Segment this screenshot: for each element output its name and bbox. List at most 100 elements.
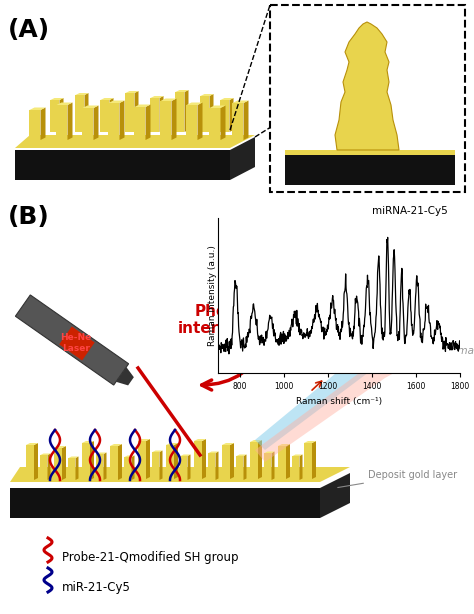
Polygon shape: [233, 103, 244, 140]
Text: Probe-21-Qmodified SH group: Probe-21-Qmodified SH group: [62, 551, 238, 564]
Polygon shape: [40, 455, 47, 480]
Polygon shape: [10, 488, 320, 518]
Polygon shape: [75, 95, 84, 132]
Polygon shape: [312, 441, 316, 479]
Polygon shape: [159, 96, 164, 132]
Polygon shape: [110, 446, 118, 480]
Polygon shape: [264, 451, 274, 453]
Polygon shape: [82, 441, 94, 443]
Polygon shape: [198, 103, 202, 140]
Text: Scattered Raman
Signal: Scattered Raman Signal: [390, 346, 474, 370]
Polygon shape: [84, 93, 89, 132]
Polygon shape: [82, 106, 99, 108]
Polygon shape: [202, 439, 206, 479]
Polygon shape: [59, 327, 95, 360]
Polygon shape: [15, 150, 230, 180]
Polygon shape: [230, 443, 234, 479]
Polygon shape: [135, 104, 151, 107]
Polygon shape: [244, 101, 248, 140]
Polygon shape: [67, 103, 73, 140]
Polygon shape: [172, 98, 176, 140]
Polygon shape: [286, 444, 290, 479]
Polygon shape: [181, 454, 191, 456]
Polygon shape: [40, 107, 46, 140]
X-axis label: Raman shift (cm⁻¹): Raman shift (cm⁻¹): [296, 397, 382, 406]
Polygon shape: [159, 451, 163, 480]
Polygon shape: [69, 456, 79, 458]
Polygon shape: [222, 443, 234, 445]
Polygon shape: [320, 473, 350, 518]
Polygon shape: [93, 106, 99, 140]
Polygon shape: [118, 444, 122, 480]
Text: Deposit gold layer: Deposit gold layer: [338, 470, 457, 488]
Polygon shape: [82, 443, 90, 480]
Polygon shape: [51, 98, 64, 100]
Polygon shape: [100, 98, 113, 100]
Polygon shape: [278, 446, 286, 479]
Text: (A): (A): [8, 18, 50, 42]
Polygon shape: [29, 107, 46, 110]
Polygon shape: [222, 445, 230, 479]
Polygon shape: [229, 98, 234, 132]
Polygon shape: [126, 91, 138, 93]
Polygon shape: [304, 443, 312, 479]
Text: (B): (B): [8, 205, 50, 229]
Polygon shape: [216, 451, 219, 480]
Polygon shape: [138, 441, 146, 479]
Polygon shape: [264, 453, 272, 480]
Polygon shape: [210, 94, 213, 132]
Polygon shape: [138, 439, 150, 441]
Polygon shape: [60, 98, 64, 132]
Polygon shape: [151, 98, 159, 132]
Polygon shape: [69, 458, 75, 480]
Polygon shape: [255, 305, 445, 450]
Polygon shape: [181, 456, 188, 480]
Polygon shape: [100, 100, 109, 132]
Polygon shape: [40, 454, 51, 455]
Polygon shape: [188, 454, 191, 480]
Polygon shape: [255, 330, 445, 462]
Polygon shape: [300, 454, 302, 480]
Polygon shape: [62, 446, 66, 480]
Polygon shape: [174, 443, 178, 479]
Polygon shape: [151, 96, 164, 98]
Polygon shape: [184, 90, 189, 132]
Polygon shape: [166, 443, 178, 445]
Polygon shape: [278, 444, 290, 446]
Polygon shape: [201, 94, 213, 96]
Polygon shape: [175, 90, 189, 92]
Polygon shape: [186, 105, 198, 140]
Polygon shape: [119, 101, 125, 140]
FancyArrowPatch shape: [201, 338, 269, 390]
Polygon shape: [237, 456, 244, 480]
Polygon shape: [210, 108, 220, 140]
Polygon shape: [29, 110, 40, 140]
Text: miR-21-Cy5: miR-21-Cy5: [62, 580, 131, 594]
Polygon shape: [125, 457, 131, 480]
Polygon shape: [26, 443, 38, 445]
Text: miRNA-21-Cy5: miRNA-21-Cy5: [372, 206, 448, 216]
Polygon shape: [292, 456, 300, 480]
Polygon shape: [220, 98, 234, 100]
Polygon shape: [47, 454, 51, 480]
Polygon shape: [146, 439, 150, 479]
Polygon shape: [209, 453, 216, 480]
Polygon shape: [51, 100, 60, 132]
Polygon shape: [304, 441, 316, 443]
Polygon shape: [56, 103, 73, 105]
Polygon shape: [56, 105, 67, 140]
Polygon shape: [135, 107, 146, 140]
Polygon shape: [116, 367, 134, 386]
Polygon shape: [285, 150, 455, 155]
Polygon shape: [237, 454, 246, 456]
Bar: [270, 5, 465, 192]
Polygon shape: [161, 101, 172, 140]
Polygon shape: [97, 453, 107, 454]
Polygon shape: [186, 103, 202, 105]
Polygon shape: [15, 295, 128, 385]
Polygon shape: [220, 100, 229, 132]
Polygon shape: [153, 452, 159, 480]
Polygon shape: [272, 451, 274, 480]
Polygon shape: [210, 106, 226, 108]
Polygon shape: [161, 98, 176, 101]
